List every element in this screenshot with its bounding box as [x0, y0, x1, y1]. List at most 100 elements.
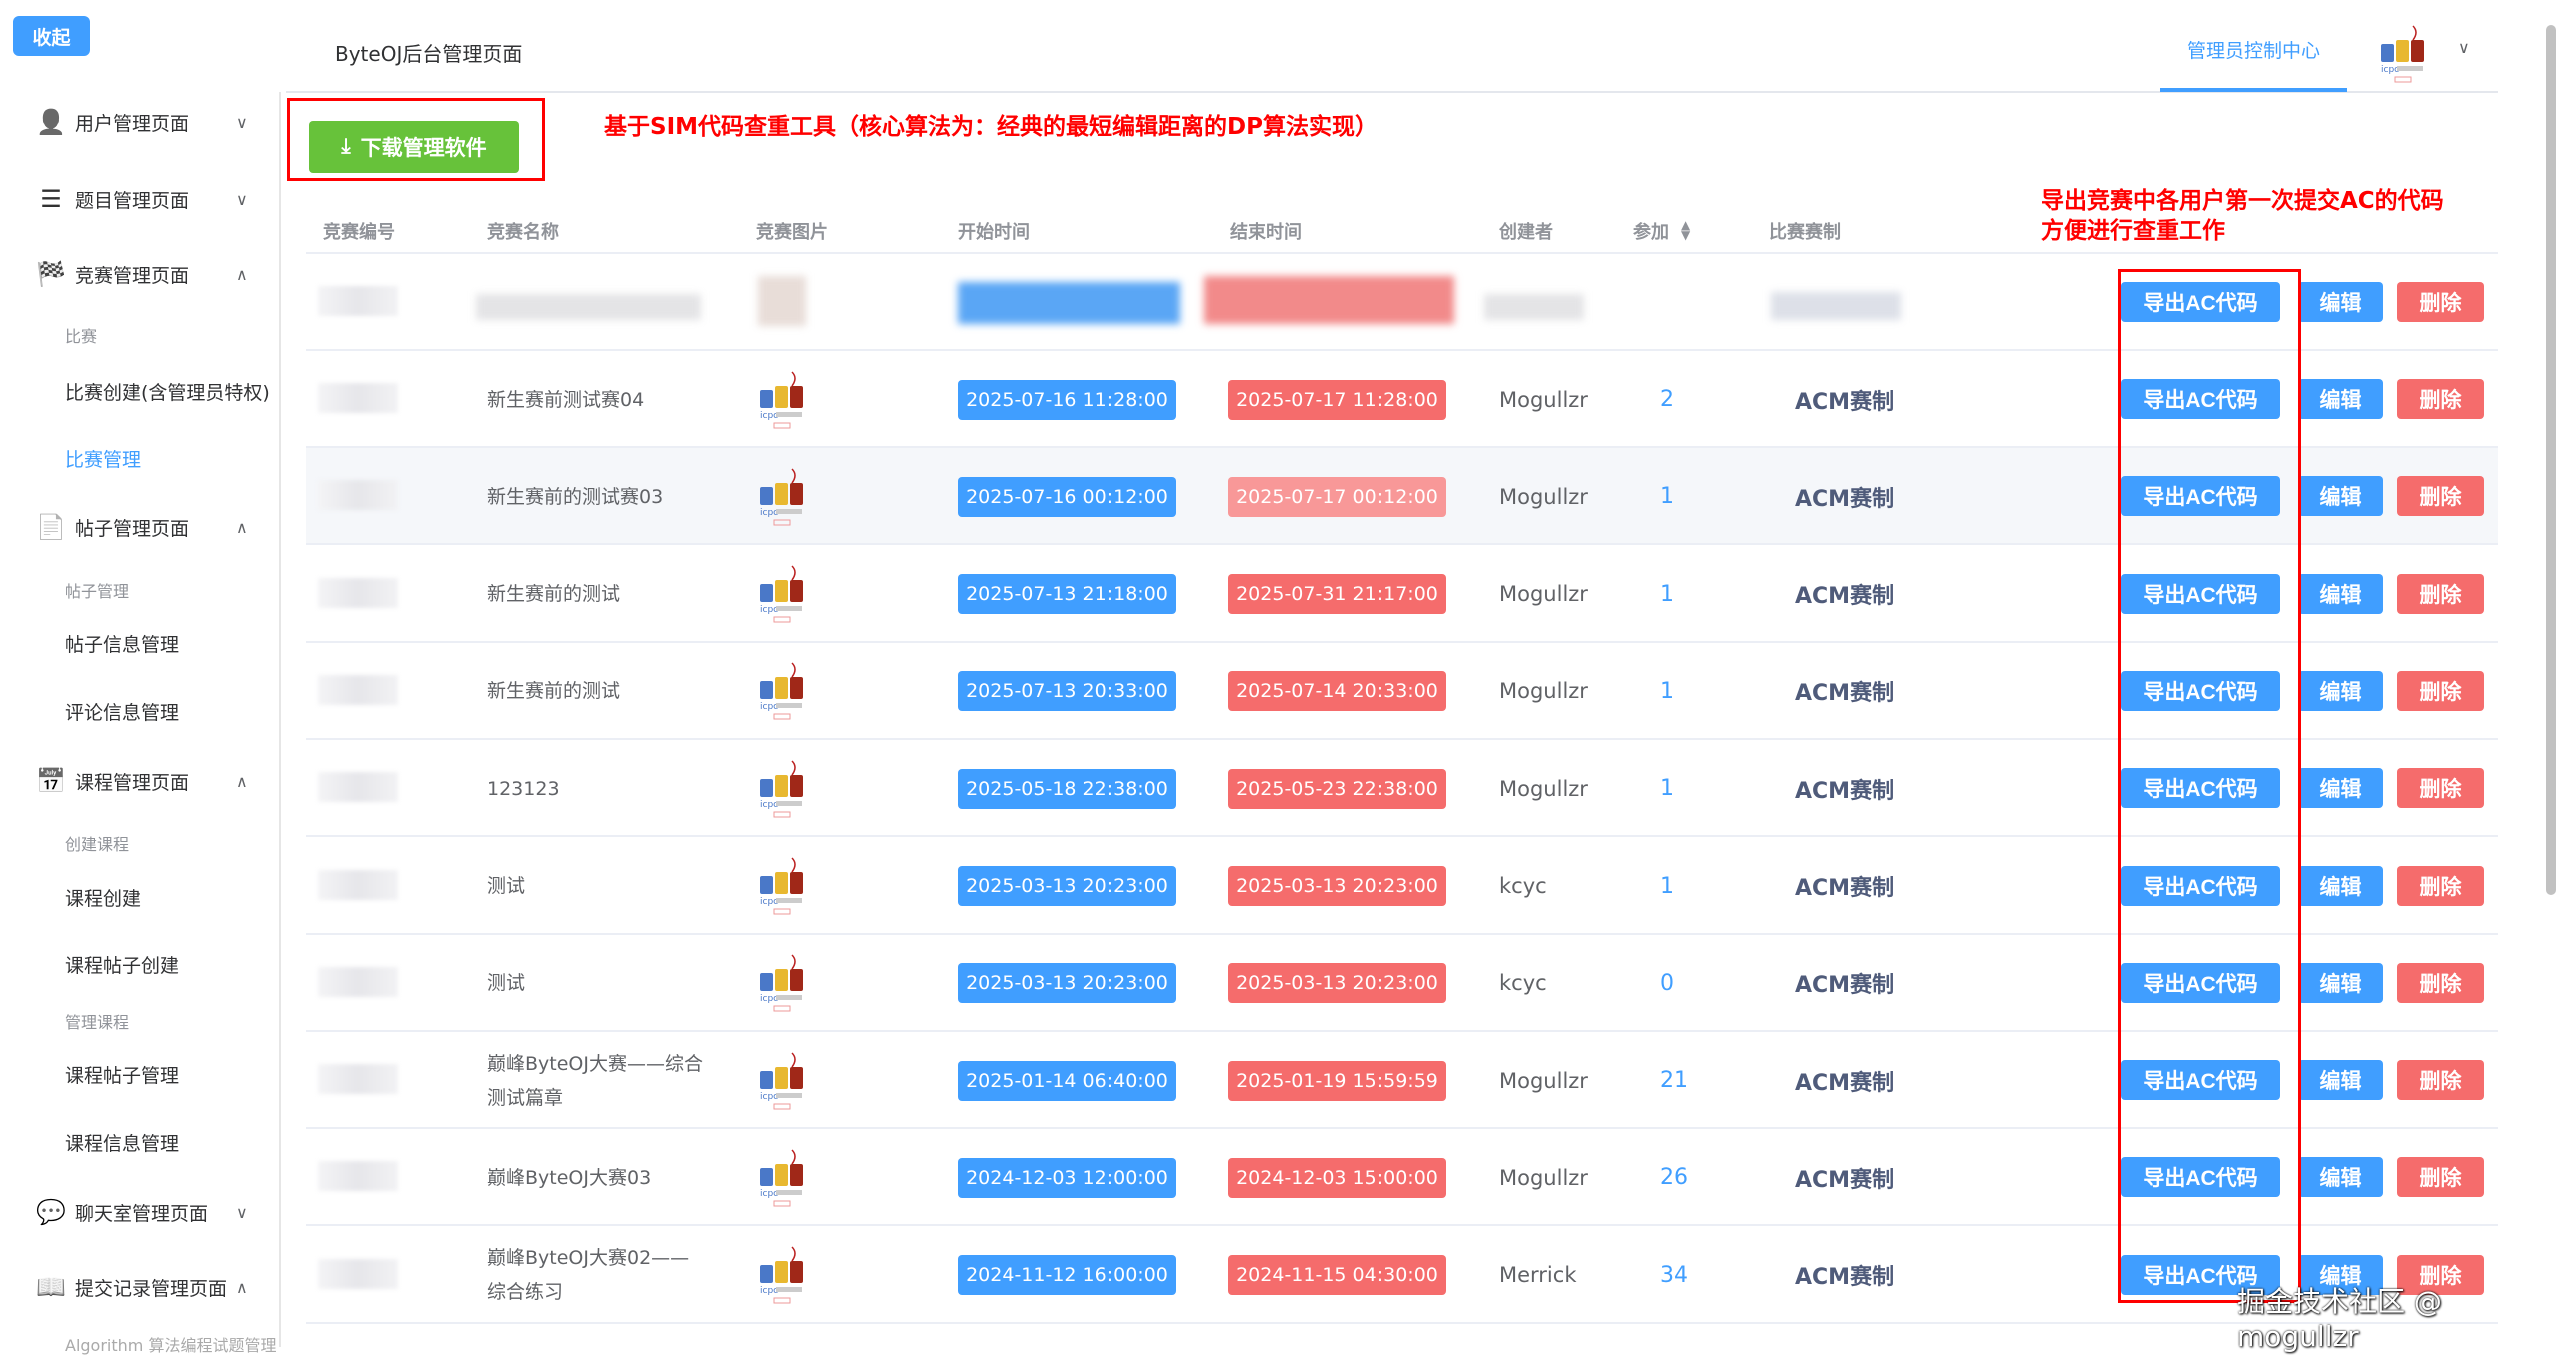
sidebar-menu-1[interactable]: ☰ 题目管理页面 ∨ — [0, 179, 279, 219]
edit-button[interactable]: 编辑 — [2298, 573, 2383, 614]
column-header: 比赛赛制 — [1769, 222, 1841, 243]
delete-button[interactable]: 删除 — [2397, 1157, 2484, 1198]
export-ac-code-button[interactable]: 导出AC代码 — [2121, 1254, 2280, 1295]
sidebar-menu-0[interactable]: 👤 用户管理页面 ∨ — [0, 102, 279, 142]
download-software-button[interactable]: ⤓ 下载管理软件 — [309, 121, 519, 173]
sidebar-item[interactable]: 帖子信息管理 — [65, 634, 180, 656]
table-row: 测试 icpc 2025-03-13 20:23:00 2025-03-13 2… — [306, 935, 2498, 1032]
participant-count[interactable]: 1 — [1660, 776, 1674, 802]
svg-text:icpc: icpc — [760, 411, 778, 421]
contest-name-text: 新生赛前测试赛04 — [487, 388, 645, 411]
participant-count[interactable]: 0 — [1660, 970, 1674, 996]
edit-button[interactable]: 编辑 — [2298, 282, 2383, 322]
export-ac-code-button[interactable]: 导出AC代码 — [2121, 670, 2280, 711]
sidebar-menu-2[interactable]: 🏁 竞赛管理页面 ∧ — [0, 254, 279, 294]
list-icon: ☰ — [40, 185, 62, 213]
delete-button[interactable]: 删除 — [2397, 476, 2484, 517]
export-ac-code-button[interactable]: 导出AC代码 — [2121, 865, 2280, 906]
edit-button[interactable]: 编辑 — [2298, 1060, 2383, 1101]
sidebar-item[interactable]: 评论信息管理 — [65, 702, 180, 724]
delete-button[interactable]: 删除 — [2397, 282, 2484, 322]
delete-button[interactable]: 删除 — [2397, 865, 2484, 906]
export-ac-code-button[interactable]: 导出AC代码 — [2121, 1157, 2280, 1198]
avatar[interactable]: icpc — [2375, 24, 2445, 84]
sidebar-group-label: 帖子管理 — [65, 582, 130, 601]
chevron-up-icon: ∧ — [236, 1277, 248, 1297]
sidebar-menu-3[interactable]: 📄 帖子管理页面 ∧ — [0, 507, 279, 547]
participant-count[interactable]: 1 — [1660, 581, 1674, 607]
scrollbar-thumb[interactable] — [2546, 25, 2556, 895]
creator: Mogullzr — [1499, 387, 1588, 412]
sidebar-item[interactable]: 比赛创建(含管理员特权) — [65, 382, 270, 404]
chevron-down-icon: ∨ — [236, 1202, 248, 1222]
chevron-down-icon[interactable]: ∨ — [2458, 38, 2470, 57]
creator: Mogullzr — [1499, 582, 1588, 607]
edit-button[interactable]: 编辑 — [2298, 1157, 2383, 1198]
participant-count[interactable]: 1 — [1660, 873, 1674, 899]
chat-icon: 💬 — [36, 1198, 66, 1226]
delete-button[interactable]: 删除 — [2397, 670, 2484, 711]
participant-count[interactable]: 26 — [1660, 1165, 1688, 1191]
creator-blur — [1484, 294, 1584, 320]
collapse-button[interactable]: 收起 — [13, 16, 90, 56]
column-header: 竞赛编号 — [323, 222, 395, 243]
contest-name-text: 测试 — [487, 972, 526, 995]
sidebar-menu-5[interactable]: 💬 聊天室管理页面 ∨ — [0, 1192, 279, 1232]
edit-button[interactable]: 编辑 — [2298, 670, 2383, 711]
participant-count[interactable]: 1 — [1660, 678, 1674, 704]
active-tab-indicator — [2160, 88, 2347, 92]
sidebar-item[interactable]: Algorithm 算法编程试题管理 — [65, 1336, 277, 1355]
edit-button[interactable]: 编辑 — [2298, 768, 2383, 809]
sidebar-item[interactable]: 课程帖子管理 — [65, 1065, 180, 1087]
sidebar: 👤 用户管理页面 ∨ ☰ 题目管理页面 ∨ 🏁 竞赛管理页面 ∧ 📄 帖子管理页面 ∧ 📅 课程管理页面 ∧… — [0, 92, 281, 1355]
delete-button[interactable]: 删除 — [2397, 1254, 2484, 1295]
column-header[interactable]: 参加 — [1633, 222, 1669, 243]
sidebar-item[interactable]: 比赛管理 — [65, 449, 142, 471]
delete-button[interactable]: 删除 — [2397, 768, 2484, 809]
export-ac-code-button[interactable]: 导出AC代码 — [2121, 379, 2280, 419]
name-blur — [476, 294, 701, 320]
delete-button[interactable]: 删除 — [2397, 573, 2484, 614]
download-icon: ⤓ — [341, 135, 351, 158]
contest-name: 新生赛前的测试 — [487, 643, 707, 740]
edit-button[interactable]: 编辑 — [2298, 962, 2383, 1003]
note-line: 导出竞赛中各用户第一次提交AC的代码 — [2041, 188, 2444, 214]
export-ac-code-button[interactable]: 导出AC代码 — [2121, 768, 2280, 809]
table-row: 测试 icpc 2025-03-13 20:23:00 2025-03-13 2… — [306, 838, 2498, 935]
contest-format: ACM赛制 — [1795, 876, 1895, 901]
book-icon: 📖 — [36, 1273, 66, 1301]
export-ac-code-button[interactable]: 导出AC代码 — [2121, 476, 2280, 517]
svg-text:icpc: icpc — [760, 994, 778, 1004]
export-ac-code-button[interactable]: 导出AC代码 — [2121, 1060, 2280, 1101]
delete-button[interactable]: 删除 — [2397, 1060, 2484, 1101]
sidebar-menu-6[interactable]: 📖 提交记录管理页面 ∧ — [0, 1267, 279, 1307]
contest-name-text: 新生赛前的测试 — [487, 583, 621, 606]
export-ac-code-button[interactable]: 导出AC代码 — [2121, 962, 2280, 1003]
sidebar-item[interactable]: 课程创建 — [65, 888, 142, 910]
contest-image: icpc — [754, 1032, 810, 1129]
participant-count[interactable]: 21 — [1660, 1068, 1688, 1094]
export-ac-code-button[interactable]: 导出AC代码 — [2121, 573, 2280, 614]
sort-icon[interactable]: ▲ ▼ — [1681, 218, 1691, 242]
edit-button[interactable]: 编辑 — [2298, 1254, 2383, 1295]
participant-count[interactable]: 1 — [1660, 484, 1674, 510]
sidebar-item[interactable]: 课程帖子创建 — [65, 955, 180, 977]
checkered-flag-icon: 🏁 — [36, 260, 66, 288]
header-divider — [286, 91, 2498, 93]
contest-format: ACM赛制 — [1795, 1167, 1895, 1193]
column-header: 开始时间 — [958, 222, 1030, 243]
edit-button[interactable]: 编辑 — [2298, 865, 2383, 906]
start-time-badge: 2025-07-16 00:12:00 — [958, 476, 1176, 517]
delete-button[interactable]: 删除 — [2397, 962, 2484, 1003]
edit-button[interactable]: 编辑 — [2298, 476, 2383, 517]
start-time-badge: 2025-07-13 21:18:00 — [958, 574, 1176, 615]
sidebar-menu-4[interactable]: 📅 课程管理页面 ∧ — [0, 761, 279, 801]
user-icon: 👤 — [36, 108, 66, 136]
export-ac-code-button[interactable]: 导出AC代码 — [2121, 282, 2280, 322]
sidebar-item[interactable]: 课程信息管理 — [65, 1133, 180, 1155]
participant-count[interactable]: 34 — [1660, 1262, 1688, 1288]
tab-admin-center[interactable]: 管理员控制中心 — [2186, 40, 2320, 62]
delete-button[interactable]: 删除 — [2397, 379, 2484, 419]
participant-count[interactable]: 2 — [1660, 387, 1674, 412]
edit-button[interactable]: 编辑 — [2298, 379, 2383, 419]
